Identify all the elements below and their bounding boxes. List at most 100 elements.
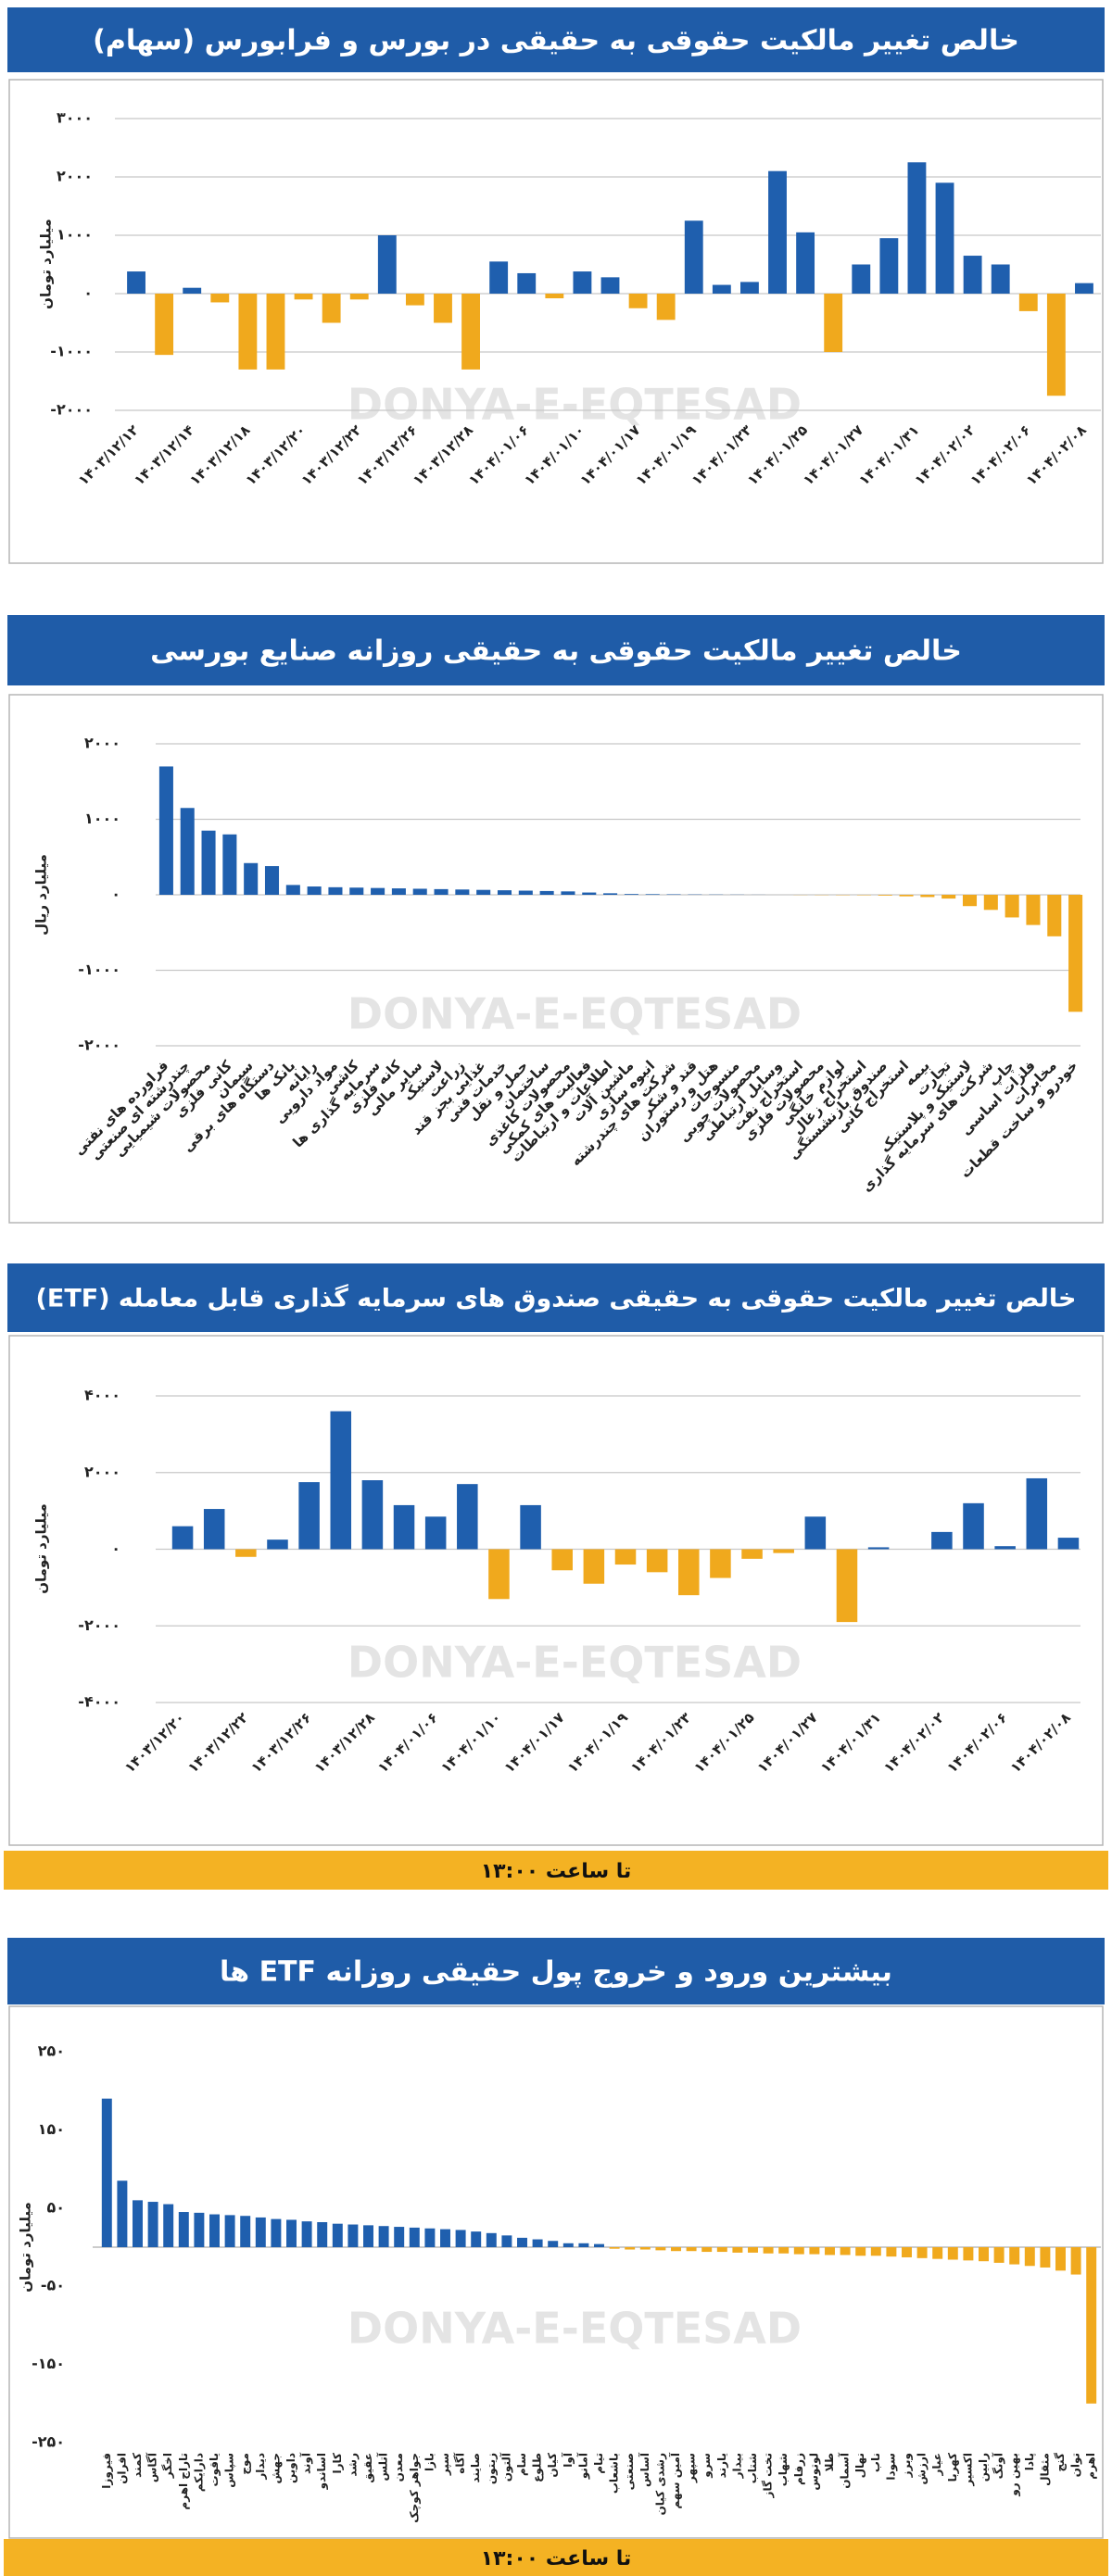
- bar: [1040, 2247, 1051, 2268]
- bar: [424, 2228, 436, 2247]
- y-tick-label: ۳۰۰۰: [57, 109, 93, 127]
- x-tick-label: طلوع: [531, 2453, 545, 2482]
- bar: [267, 1539, 288, 1550]
- bar: [1018, 294, 1038, 311]
- x-tick-label: عیار: [930, 2453, 943, 2477]
- x-tick-label: پادا: [1023, 2453, 1036, 2470]
- y-tick-label: -۱۰۰۰: [50, 343, 93, 360]
- bar: [371, 887, 385, 895]
- bar: [377, 235, 397, 294]
- watermark: DONYA-E-EQTESAD: [348, 2304, 802, 2354]
- plot-frame: [8, 2005, 1104, 2539]
- y-tick-label: ۵۰: [46, 2198, 65, 2216]
- x-tick-label: کارا: [331, 2453, 344, 2474]
- bar: [600, 277, 620, 294]
- bar: [902, 2247, 912, 2257]
- bar: [778, 2247, 790, 2254]
- title-bar: [7, 615, 1105, 685]
- bar: [1070, 2247, 1081, 2275]
- x-tick-label: اخگر: [161, 2453, 174, 2479]
- x-tick-label: رابین: [977, 2453, 990, 2482]
- x-tick-label: دیدار: [254, 2453, 267, 2481]
- x-tick-label: رشد: [346, 2453, 359, 2477]
- bar: [1046, 294, 1066, 396]
- bar: [127, 271, 145, 294]
- bar: [646, 1549, 668, 1573]
- bar: [322, 294, 341, 323]
- bar: [497, 890, 512, 895]
- bar: [238, 294, 258, 370]
- bar: [328, 886, 343, 895]
- bar: [488, 1549, 510, 1600]
- bar: [271, 2218, 282, 2247]
- bar: [171, 1526, 194, 1550]
- y-tick-label: ۱۵۰: [38, 2120, 65, 2138]
- bar: [768, 170, 787, 294]
- bar: [240, 2216, 251, 2247]
- x-tick-label: جهش: [269, 2453, 282, 2484]
- bar: [210, 294, 230, 303]
- x-tick-label: دارایکم: [192, 2453, 205, 2492]
- plot-frame: [8, 79, 1104, 564]
- y-tick-label: ۰: [111, 886, 120, 903]
- x-tick-label: جواهر کوچک: [408, 2453, 422, 2523]
- x-tick-label: اکسیر: [961, 2453, 974, 2487]
- bar: [489, 261, 509, 294]
- title-bar: [7, 1263, 1105, 1332]
- x-tick-label: طلا: [823, 2453, 836, 2471]
- y-tick-label: -۲۰۰۰: [78, 1037, 120, 1054]
- bar: [1075, 283, 1093, 294]
- bar: [501, 2235, 512, 2247]
- x-tick-label: صنعتی: [623, 2453, 636, 2490]
- bar: [1047, 895, 1062, 936]
- bar: [163, 2204, 174, 2247]
- x-tick-label: آگاه: [453, 2452, 467, 2474]
- chart-title: بیشترین ورود و خروج پول حقیقی روزانه ETF…: [220, 1956, 892, 1989]
- bar: [931, 1531, 953, 1550]
- x-tick-label: سرو: [700, 2453, 714, 2479]
- x-tick-label: صایند: [469, 2453, 482, 2482]
- bar: [809, 2247, 820, 2255]
- footnote-strip: [4, 2539, 1108, 2576]
- y-axis-title: میلیارد تومان: [38, 219, 55, 309]
- bar: [561, 891, 575, 895]
- bar: [899, 895, 914, 897]
- bar: [573, 271, 592, 294]
- bar: [701, 2247, 713, 2253]
- bar: [614, 1549, 637, 1565]
- bar: [424, 1516, 447, 1550]
- x-tick-label: تخت گاز: [762, 2453, 775, 2498]
- bar: [434, 888, 449, 895]
- bar: [1068, 895, 1083, 1012]
- x-tick-label: شتاب: [746, 2453, 759, 2483]
- bar: [712, 284, 731, 294]
- x-tick-label: آساس: [638, 2452, 651, 2487]
- bar: [349, 294, 369, 300]
- bar: [947, 2247, 958, 2260]
- bar: [656, 294, 676, 320]
- bar: [294, 294, 313, 300]
- x-tick-label: بیدار: [730, 2453, 743, 2479]
- bar: [878, 895, 892, 896]
- y-tick-label: ۲۰۰۰: [84, 1463, 120, 1480]
- y-tick-label: ۰: [111, 1539, 120, 1557]
- x-tick-label: آونگ: [992, 2452, 1006, 2479]
- bar: [1026, 895, 1041, 925]
- y-axis-title: میلیارد تومان: [18, 2202, 34, 2293]
- bar: [330, 1411, 352, 1550]
- bar: [285, 885, 300, 895]
- y-tick-label: ۲۰۰۰: [57, 168, 93, 185]
- x-tick-label: سودا: [884, 2453, 898, 2481]
- bar: [244, 862, 259, 895]
- bar: [394, 2227, 405, 2247]
- bar: [732, 2247, 743, 2253]
- bar: [741, 1549, 763, 1559]
- bar: [517, 2237, 527, 2247]
- bar: [941, 895, 956, 899]
- x-tick-label: آوا: [561, 2452, 575, 2468]
- bar: [158, 766, 173, 895]
- bar: [517, 272, 537, 294]
- bar: [763, 2247, 774, 2254]
- plot-frame: [8, 1335, 1104, 1846]
- bar: [471, 2231, 482, 2247]
